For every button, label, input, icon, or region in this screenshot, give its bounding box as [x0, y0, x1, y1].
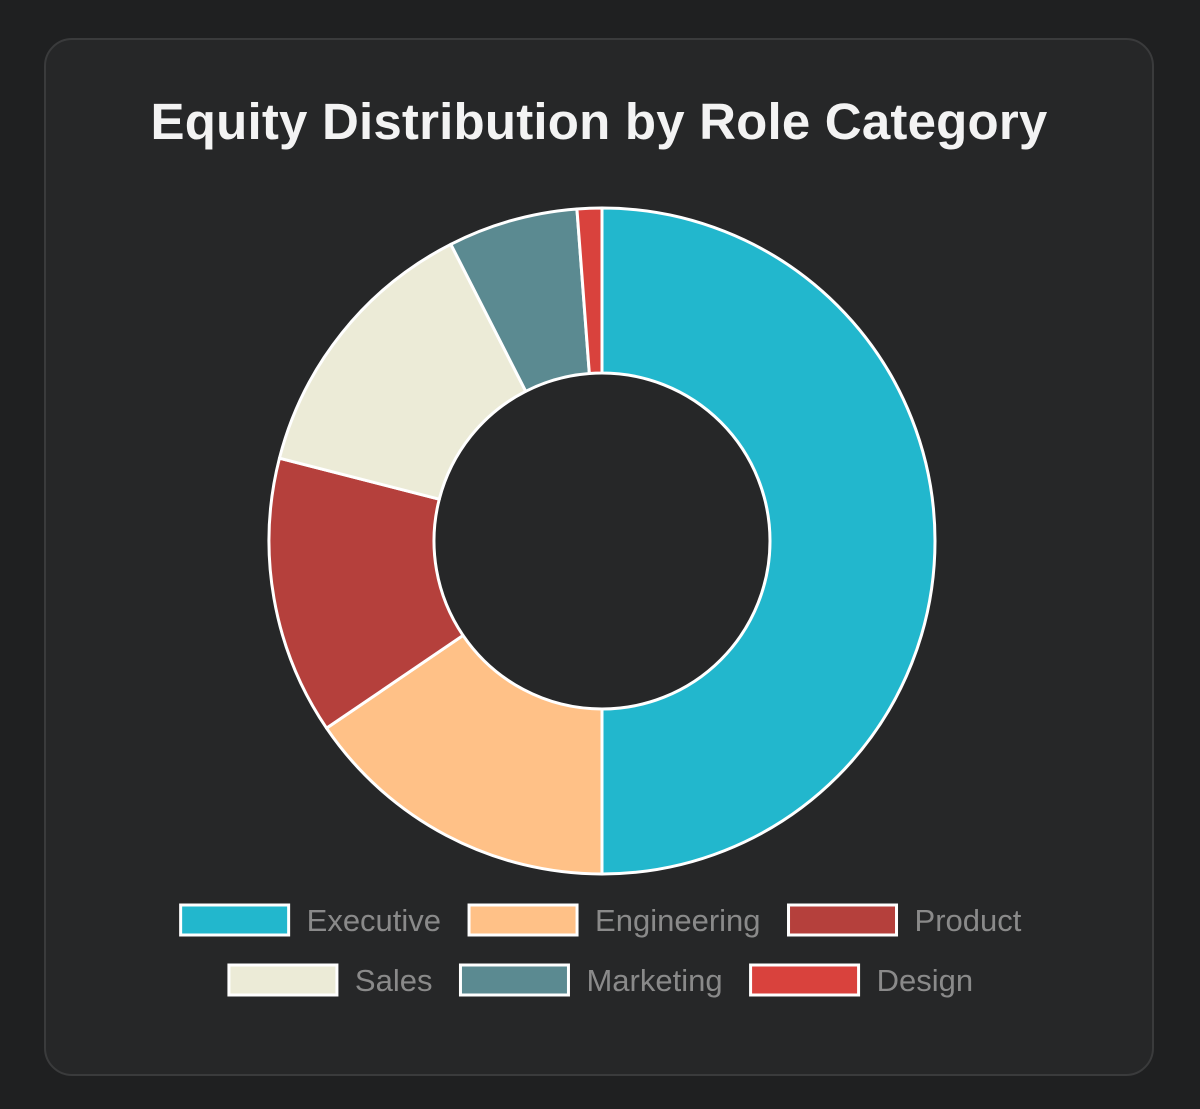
slice-sales[interactable] [277, 242, 528, 501]
chart-title: Equity Distribution by Role Category [150, 93, 1048, 150]
legend-label: Sales [355, 963, 433, 998]
legend-label: Executive [307, 903, 441, 938]
legend-label: Design [877, 963, 974, 998]
legend-label: Product [915, 903, 1022, 938]
legend-label: Engineering [595, 903, 760, 938]
legend-item-design[interactable]: Design [749, 963, 974, 998]
legend-item-product[interactable]: Product [787, 903, 1022, 938]
chart-legend: Executive Engineering Product Sales Marketin… [179, 903, 1022, 998]
legend-swatch [467, 903, 579, 937]
legend-swatch [458, 963, 570, 997]
chart-slices [267, 206, 937, 876]
legend-label: Marketing [586, 963, 722, 998]
legend-swatch [179, 903, 291, 937]
legend-item-marketing[interactable]: Marketing [458, 963, 723, 998]
legend-swatch [227, 963, 339, 997]
donut-chart: Executive Engineering Product Sales Marketin… [179, 206, 1022, 998]
legend-item-sales[interactable]: Sales [227, 963, 433, 998]
legend-swatch [787, 903, 899, 937]
legend-swatch [749, 963, 861, 997]
chart-card: Equity Distribution by Role Category Exe… [44, 38, 1154, 1076]
slice-executive[interactable] [600, 206, 937, 876]
legend-item-executive[interactable]: Executive [179, 903, 441, 938]
slice-engineering[interactable] [325, 633, 604, 876]
slice-product[interactable] [267, 456, 465, 730]
legend-item-engineering[interactable]: Engineering [467, 903, 761, 938]
slice-design[interactable] [575, 206, 604, 375]
